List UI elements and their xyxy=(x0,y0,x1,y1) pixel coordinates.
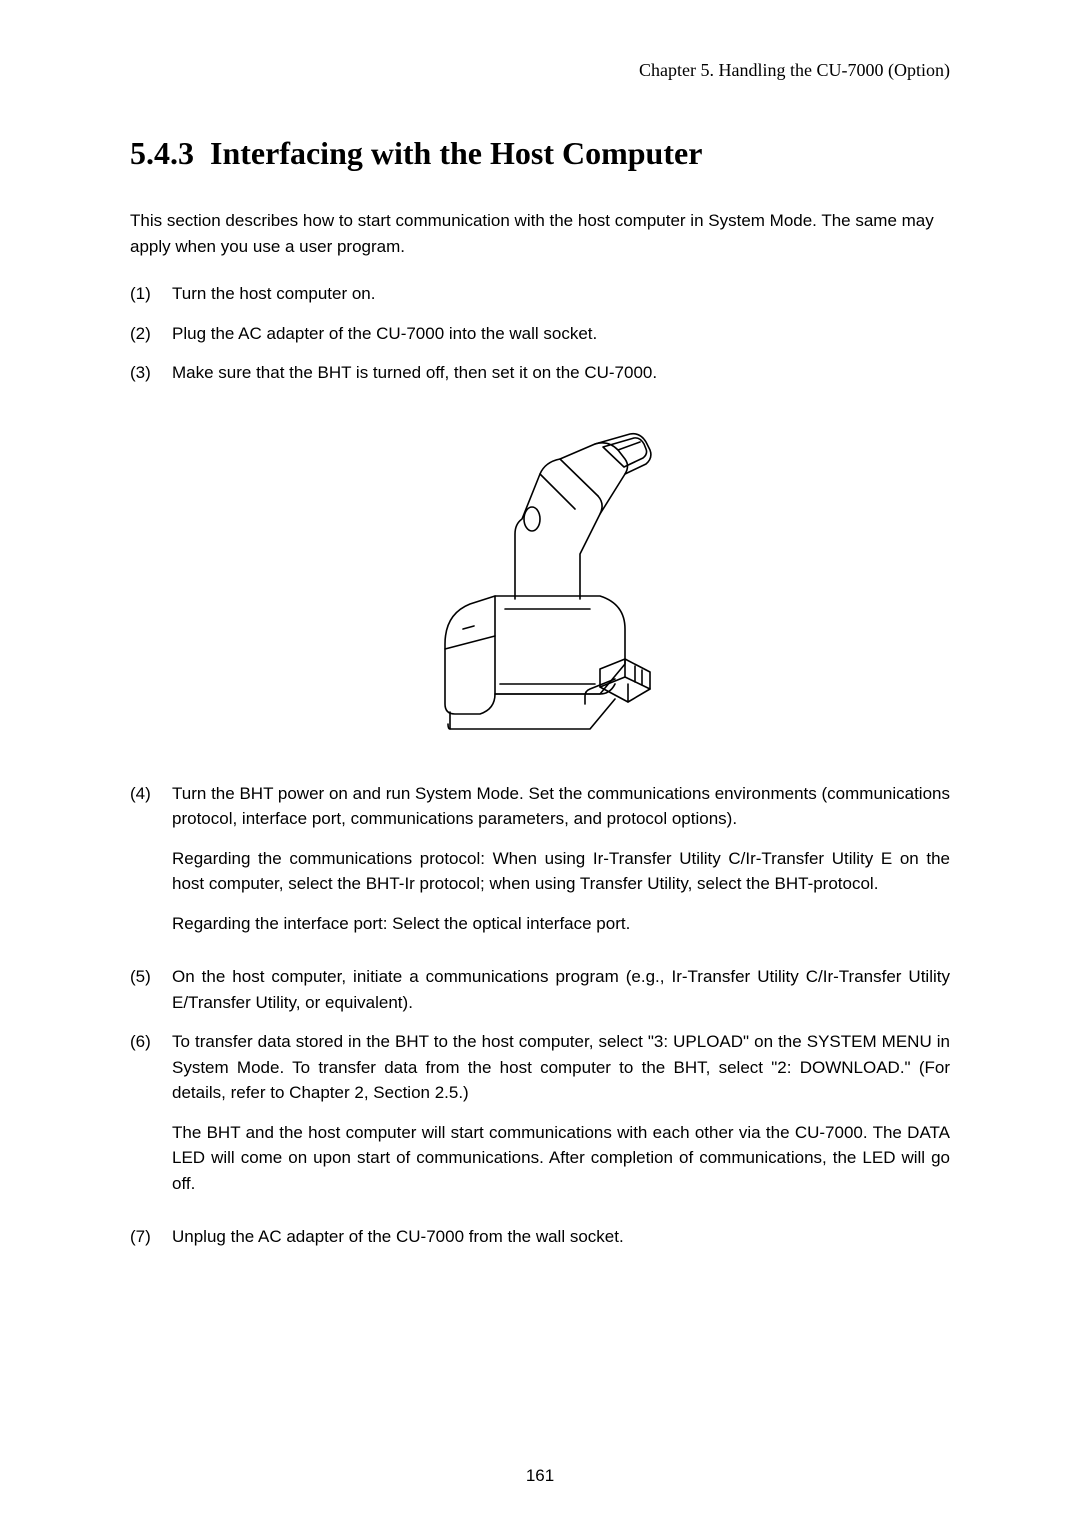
section-heading: Interfacing with the Host Computer xyxy=(210,135,702,171)
step-4: (4) Turn the BHT power on and run System… xyxy=(130,781,950,951)
device-figure xyxy=(130,414,950,749)
step-number: (5) xyxy=(130,964,172,1015)
step-text: Plug the AC adapter of the CU-7000 into … xyxy=(172,321,950,347)
step-text: Turn the host computer on. xyxy=(172,281,950,307)
step-paragraph: Turn the BHT power on and run System Mod… xyxy=(172,781,950,832)
step-paragraph: The BHT and the host computer will start… xyxy=(172,1120,950,1197)
intro-paragraph: This section describes how to start comm… xyxy=(130,208,950,259)
step-paragraph: To transfer data stored in the BHT to th… xyxy=(172,1029,950,1106)
section-number: 5.4.3 xyxy=(130,135,194,171)
step-5: (5) On the host computer, initiate a com… xyxy=(130,964,950,1015)
step-paragraph: Regarding the interface port: Select the… xyxy=(172,911,950,937)
step-number: (3) xyxy=(130,360,172,386)
step-3: (3) Make sure that the BHT is turned off… xyxy=(130,360,950,386)
chapter-header: Chapter 5. Handling the CU-7000 (Option) xyxy=(130,60,950,81)
step-number: (6) xyxy=(130,1029,172,1210)
step-number: (7) xyxy=(130,1224,172,1250)
page-number: 161 xyxy=(0,1466,1080,1486)
step-2: (2) Plug the AC adapter of the CU-7000 i… xyxy=(130,321,950,347)
section-title: 5.4.3 Interfacing with the Host Computer xyxy=(130,135,950,172)
step-text: Unplug the AC adapter of the CU-7000 fro… xyxy=(172,1224,950,1250)
step-paragraph: Regarding the communications protocol: W… xyxy=(172,846,950,897)
step-text: On the host computer, initiate a communi… xyxy=(172,964,950,1015)
step-body: To transfer data stored in the BHT to th… xyxy=(172,1029,950,1210)
step-number: (4) xyxy=(130,781,172,951)
step-6: (6) To transfer data stored in the BHT t… xyxy=(130,1029,950,1210)
step-number: (2) xyxy=(130,321,172,347)
step-number: (1) xyxy=(130,281,172,307)
step-7: (7) Unplug the AC adapter of the CU-7000… xyxy=(130,1224,950,1250)
step-body: Turn the BHT power on and run System Mod… xyxy=(172,781,950,951)
page-container: Chapter 5. Handling the CU-7000 (Option)… xyxy=(0,0,1080,1526)
step-1: (1) Turn the host computer on. xyxy=(130,281,950,307)
device-illustration xyxy=(400,414,680,744)
step-text: Make sure that the BHT is turned off, th… xyxy=(172,360,950,386)
